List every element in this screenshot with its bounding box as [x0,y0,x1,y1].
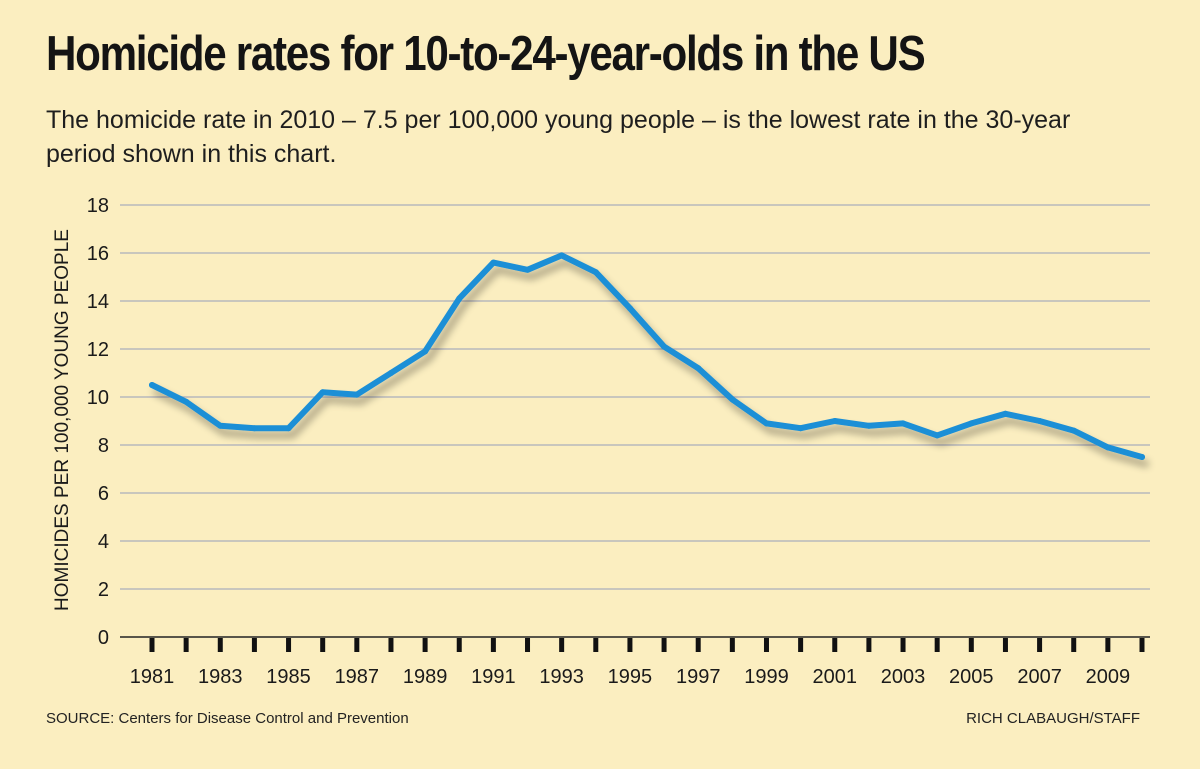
x-tick-label: 2009 [1086,666,1131,688]
series-line [149,252,1145,460]
x-tick-mark [832,638,838,652]
x-tick-label: 1993 [539,666,584,688]
x-tick-label: 1987 [335,666,380,688]
data-point [183,398,190,405]
x-axis: 1981 1983 1985 1987 1989 1991 1993 1995 1997 1999… [130,638,1145,688]
x-tick-mark [525,638,531,652]
data-point [387,370,394,376]
x-tick-label: 1991 [471,666,516,688]
data-point [456,295,463,302]
x-tick-mark [217,638,223,652]
source-note: SOURCE: Centers for Disease Control and … [46,710,409,727]
data-point [353,391,360,398]
x-tick-mark [388,638,394,652]
series-homicide-rate [149,252,1145,460]
x-tick-mark [559,638,565,652]
data-point [1104,444,1111,451]
y-tick-label: 16 [87,243,109,265]
data-point [865,422,872,429]
data-point [763,420,770,427]
x-tick-label: 1981 [130,666,175,688]
x-tick-mark [866,638,872,652]
x-tick-mark [1071,638,1077,652]
y-axis-label: HOMICIDES PER 100,000 YOUNG PEOPLE [52,229,73,611]
data-point [900,420,907,427]
x-tick-label: 2005 [949,666,994,688]
data-point [934,432,941,439]
data-point [524,266,531,273]
data-point [422,348,429,355]
data-point [217,422,224,429]
data-point [661,343,668,350]
x-tick-mark [900,638,906,652]
x-tick-mark [422,638,428,652]
x-tick-mark [627,638,633,652]
x-tick-mark [149,638,155,652]
x-tick-mark [183,638,189,652]
y-tick-label: 14 [87,291,109,313]
data-point [149,382,155,388]
data-point [558,252,565,259]
data-point [729,396,736,403]
data-point [319,389,326,396]
y-tick-label: 2 [98,579,109,601]
x-tick-label: 1999 [744,666,789,688]
y-tick-label: 12 [87,339,109,361]
x-tick-label: 2001 [813,666,858,688]
gridlines [120,204,1150,638]
x-tick-label: 2003 [881,666,926,688]
data-point [831,418,838,424]
x-tick-mark [934,638,940,652]
x-tick-label: 1995 [608,666,653,688]
x-tick-label: 1997 [676,666,721,688]
data-point [968,420,975,427]
chart-title: Homicide rates for 10-to-24-year-olds in… [46,27,926,81]
x-tick-mark [729,638,735,652]
x-tick-mark [1105,638,1111,652]
y-tick-label: 18 [87,195,109,217]
y-tick-label: 6 [98,483,109,505]
y-tick-label: 10 [87,387,109,409]
credit-note: RICH CLABAUGH/STAFF [966,710,1140,727]
x-tick-label: 1989 [403,666,448,688]
x-tick-mark [456,638,462,652]
y-tick-label: 8 [98,435,109,457]
data-point [695,365,702,372]
x-tick-mark [661,638,667,652]
chart-subtitle: The homicide rate in 2010 – 7.5 per 100,… [46,106,1071,168]
data-point [285,425,292,432]
x-tick-mark [320,638,326,652]
x-tick-mark [968,638,974,652]
x-tick-mark [354,638,360,652]
x-tick-mark [695,638,701,652]
data-point [251,425,258,432]
x-tick-mark [798,638,804,652]
y-tick-label: 0 [98,627,109,649]
x-tick-mark [286,638,292,652]
x-tick-mark [1139,638,1145,652]
x-tick-mark [1037,638,1043,652]
data-point [626,305,633,312]
data-point [1139,454,1145,460]
data-point [1070,427,1077,434]
x-tick-mark [490,638,496,652]
x-tick-label: 1983 [198,666,243,688]
x-tick-mark [763,638,769,652]
data-point [592,269,599,276]
y-tick-label: 4 [98,531,109,553]
data-point [797,425,804,432]
x-tick-mark [251,638,257,652]
x-tick-mark [1002,638,1008,652]
y-axis-tick-labels: 0 2 4 6 8 10 12 14 16 18 [87,195,109,649]
x-tick-label: 1985 [266,666,311,688]
data-point [1002,410,1009,417]
x-tick-label: 2007 [1017,666,1062,688]
data-point [1036,418,1043,424]
data-point [490,259,497,266]
x-tick-mark [593,638,599,652]
